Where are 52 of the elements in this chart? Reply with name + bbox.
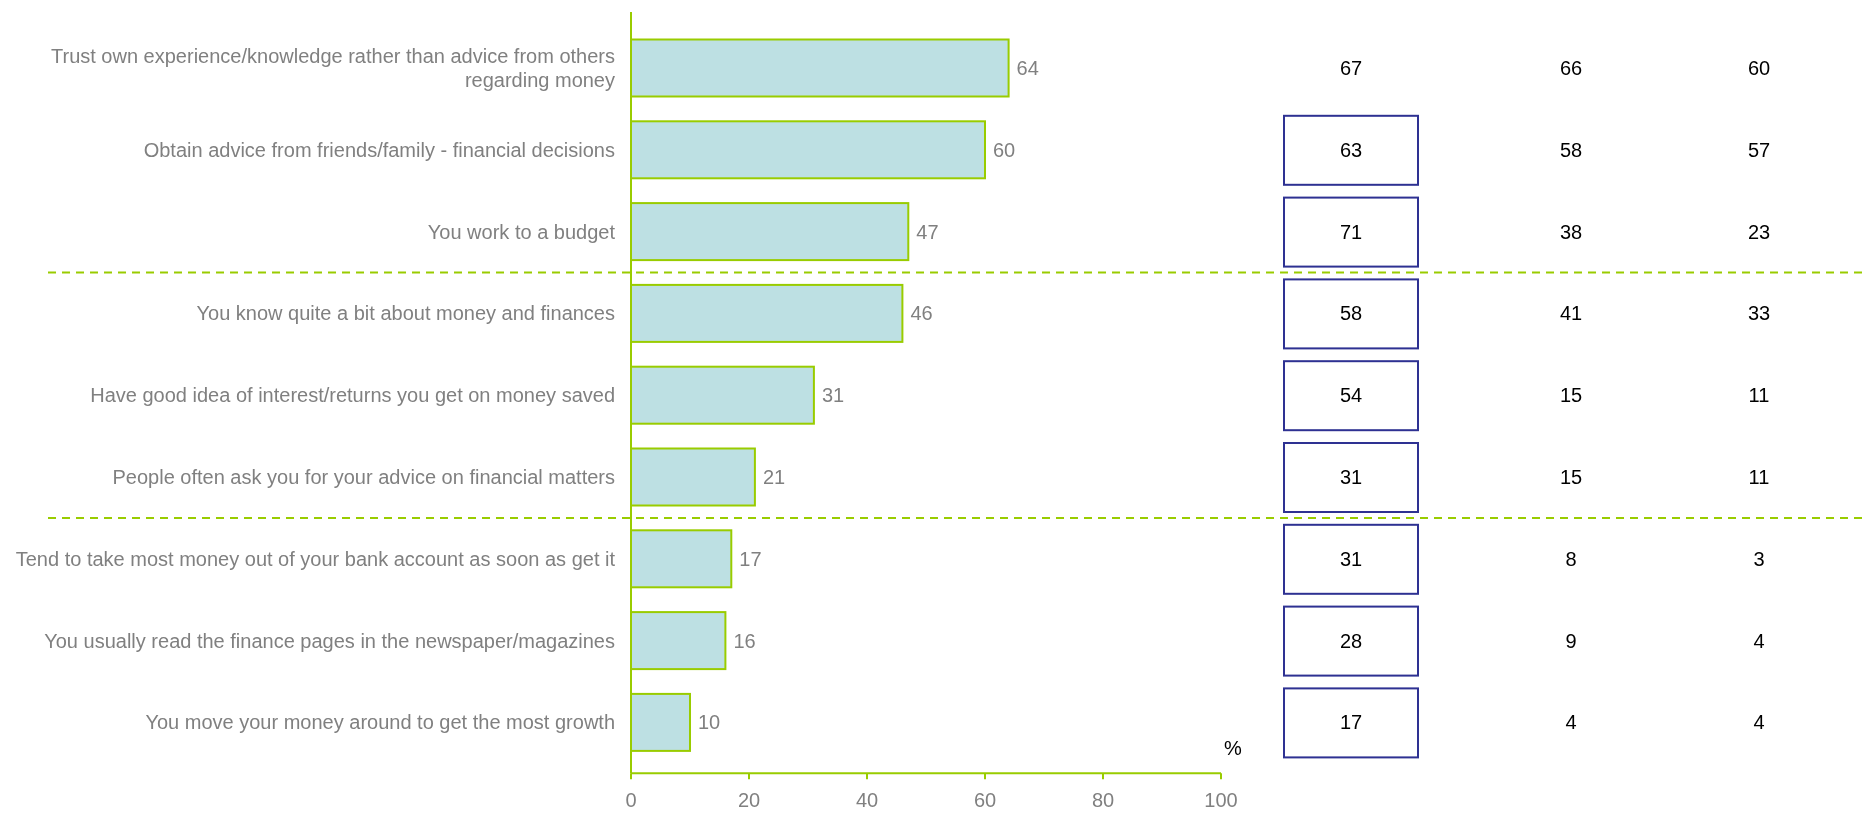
data-label: 60 xyxy=(993,138,1016,161)
y-tick-label: You work to a budget xyxy=(427,220,616,243)
data-label: 58 xyxy=(1339,302,1363,325)
data-label: 31 xyxy=(1339,466,1363,488)
data-label: 11 xyxy=(1748,466,1770,488)
data-label: 15 xyxy=(1559,466,1583,488)
y-tick-label: Trust own experience/knowledge rather than advice from others regarding money xyxy=(51,45,615,91)
y-tick-label: Tend to take most money out of your bank account as soon as get it xyxy=(15,547,616,570)
y-tick-label: You usually read the finance pages in the newspaper/magazines xyxy=(44,629,615,652)
data-label: 8 xyxy=(1565,547,1577,570)
data-label: 3 xyxy=(1753,547,1765,570)
data-label: 38 xyxy=(1559,220,1583,243)
x-tick-label: 40 xyxy=(855,789,879,811)
y-tick-label: People often ask you for your advice on financial matters xyxy=(112,466,615,488)
data-label: 4 xyxy=(1753,629,1765,652)
data-label: 31 xyxy=(1339,547,1363,570)
data-label: 41 xyxy=(1559,302,1583,325)
data-label: 31 xyxy=(821,384,845,407)
data-label: 66 xyxy=(1559,57,1583,79)
data-label: 21 xyxy=(762,466,786,488)
data-label: 10 xyxy=(698,711,721,734)
data-label: 64 xyxy=(1016,57,1039,79)
data-label: 47 xyxy=(916,220,939,243)
data-label: 60 xyxy=(1747,57,1771,79)
data-label: 9 xyxy=(1565,629,1577,652)
y-tick-label: You know quite a bit about money and finances xyxy=(196,302,615,325)
y-tick-label: Obtain advice from friends/family - financial decisions xyxy=(143,138,615,161)
x-tick-label: 80 xyxy=(1091,789,1115,811)
data-label: 4 xyxy=(1565,711,1577,734)
data-label: 71 xyxy=(1339,220,1363,243)
data-label: 23 xyxy=(1747,220,1771,243)
data-label: 15 xyxy=(1559,384,1583,407)
data-label: 28 xyxy=(1339,629,1363,652)
data-label: 63 xyxy=(1339,138,1363,161)
data-label: 67 xyxy=(1339,57,1363,79)
data-label: 33 xyxy=(1747,302,1771,325)
x-tick-label: 60 xyxy=(973,789,997,811)
data-label: 11 xyxy=(1748,384,1770,407)
data-label: 46 xyxy=(910,302,933,325)
x-tick-label: 0 xyxy=(625,789,637,811)
data-label: 17 xyxy=(739,547,762,570)
data-label: 4 xyxy=(1753,711,1765,734)
x-tick-label: 100 xyxy=(1204,789,1238,811)
data-label: 57 xyxy=(1747,138,1771,161)
y-tick-label: Have good idea of interest/returns you get on money saved xyxy=(90,384,615,407)
x-tick-label: 20 xyxy=(737,789,761,811)
data-label: 16 xyxy=(733,629,756,652)
x-axis-title: % xyxy=(1224,737,1243,759)
y-tick-label: You move your money around to get the most growth xyxy=(145,711,615,734)
data-label: 54 xyxy=(1339,384,1363,407)
data-label: 17 xyxy=(1339,711,1363,734)
data-label: 58 xyxy=(1559,138,1583,161)
